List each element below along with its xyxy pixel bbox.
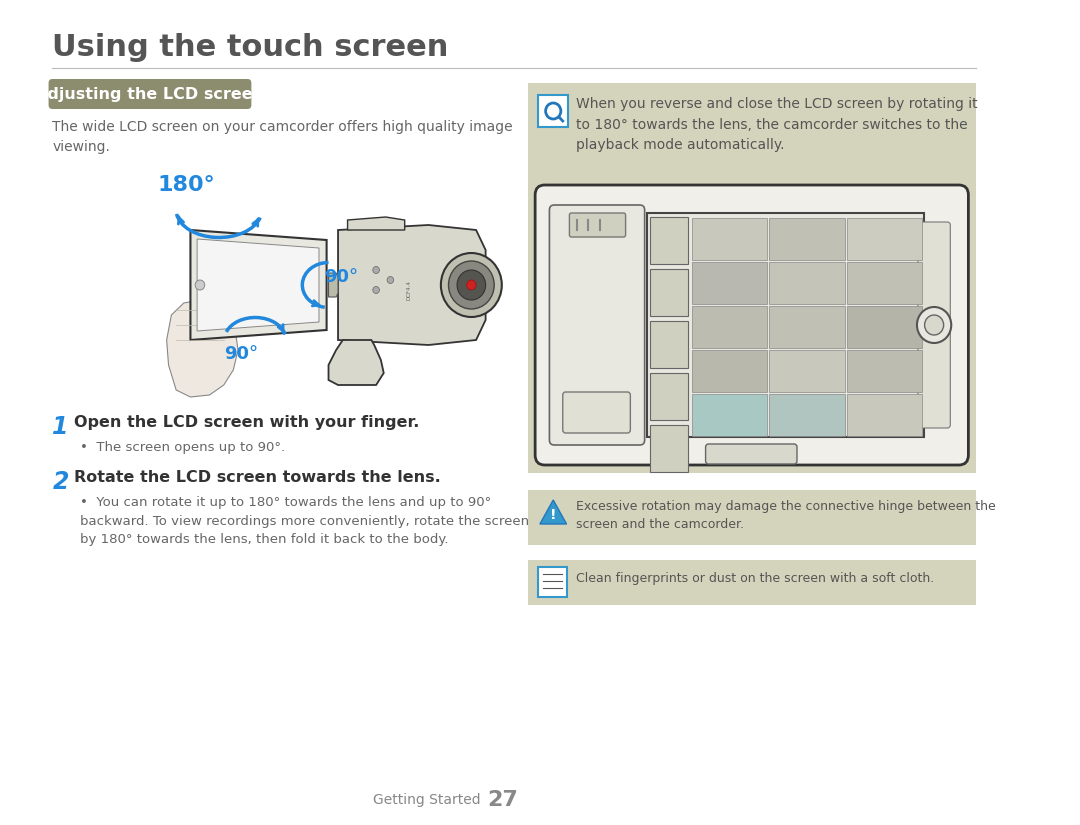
FancyBboxPatch shape xyxy=(535,185,969,465)
Polygon shape xyxy=(166,300,238,397)
Polygon shape xyxy=(328,273,338,297)
Text: Rotate the LCD screen towards the lens.: Rotate the LCD screen towards the lens. xyxy=(75,470,441,485)
FancyBboxPatch shape xyxy=(692,262,768,304)
FancyBboxPatch shape xyxy=(650,425,688,472)
FancyBboxPatch shape xyxy=(528,490,976,545)
Circle shape xyxy=(387,276,394,284)
Circle shape xyxy=(457,270,486,300)
FancyBboxPatch shape xyxy=(847,306,921,348)
Circle shape xyxy=(441,253,502,317)
Circle shape xyxy=(448,261,495,309)
FancyBboxPatch shape xyxy=(563,392,631,433)
FancyBboxPatch shape xyxy=(769,350,845,392)
Circle shape xyxy=(373,286,379,294)
FancyBboxPatch shape xyxy=(692,306,768,348)
FancyBboxPatch shape xyxy=(692,394,768,436)
Text: 27: 27 xyxy=(487,790,518,810)
Text: Getting Started: Getting Started xyxy=(374,793,481,807)
Text: 90°: 90° xyxy=(324,268,357,286)
Circle shape xyxy=(373,266,379,274)
FancyBboxPatch shape xyxy=(650,217,688,264)
Text: The wide LCD screen on your camcorder offers high quality image
viewing.: The wide LCD screen on your camcorder of… xyxy=(52,120,513,153)
FancyBboxPatch shape xyxy=(692,218,768,260)
Text: •  The screen opens up to 90°.: • The screen opens up to 90°. xyxy=(80,441,285,454)
Circle shape xyxy=(917,307,951,343)
FancyBboxPatch shape xyxy=(847,218,921,260)
Text: 1: 1 xyxy=(52,415,69,439)
Text: Clean fingerprints or dust on the screen with a soft cloth.: Clean fingerprints or dust on the screen… xyxy=(576,572,934,585)
Text: !: ! xyxy=(550,508,556,522)
FancyBboxPatch shape xyxy=(569,213,625,237)
Circle shape xyxy=(924,315,944,335)
Polygon shape xyxy=(328,340,383,385)
Polygon shape xyxy=(338,225,486,345)
FancyBboxPatch shape xyxy=(528,560,976,605)
FancyBboxPatch shape xyxy=(769,218,845,260)
FancyBboxPatch shape xyxy=(847,394,921,436)
Polygon shape xyxy=(540,500,567,524)
FancyBboxPatch shape xyxy=(650,269,688,316)
Text: 90°: 90° xyxy=(224,345,258,363)
FancyBboxPatch shape xyxy=(49,79,252,109)
FancyBboxPatch shape xyxy=(538,95,568,127)
Text: •  You can rotate it up to 180° towards the lens and up to 90°
backward. To view: • You can rotate it up to 180° towards t… xyxy=(80,496,529,546)
Text: Using the touch screen: Using the touch screen xyxy=(52,34,449,63)
FancyBboxPatch shape xyxy=(538,567,567,597)
FancyBboxPatch shape xyxy=(528,83,976,473)
Text: 2: 2 xyxy=(52,470,69,494)
FancyBboxPatch shape xyxy=(692,350,768,392)
Text: Open the LCD screen with your finger.: Open the LCD screen with your finger. xyxy=(75,415,420,430)
Circle shape xyxy=(195,280,205,290)
Text: Adjusting the LCD screen: Adjusting the LCD screen xyxy=(35,87,264,101)
FancyBboxPatch shape xyxy=(769,394,845,436)
FancyBboxPatch shape xyxy=(847,262,921,304)
Polygon shape xyxy=(198,239,319,331)
FancyBboxPatch shape xyxy=(769,306,845,348)
FancyBboxPatch shape xyxy=(650,321,688,368)
Circle shape xyxy=(467,280,476,290)
Polygon shape xyxy=(190,230,326,340)
Polygon shape xyxy=(348,217,405,230)
FancyBboxPatch shape xyxy=(705,444,797,464)
Text: When you reverse and close the LCD screen by rotating it
to 180° towards the len: When you reverse and close the LCD scree… xyxy=(576,97,977,152)
Text: Excessive rotation may damage the connective hinge between the
screen and the ca: Excessive rotation may damage the connec… xyxy=(576,500,996,531)
FancyBboxPatch shape xyxy=(648,213,923,437)
Text: 180°: 180° xyxy=(157,175,215,195)
FancyBboxPatch shape xyxy=(918,222,950,428)
FancyBboxPatch shape xyxy=(650,373,688,420)
FancyBboxPatch shape xyxy=(550,205,645,445)
FancyBboxPatch shape xyxy=(847,350,921,392)
FancyBboxPatch shape xyxy=(769,262,845,304)
Text: DCF4.4: DCF4.4 xyxy=(407,280,411,300)
